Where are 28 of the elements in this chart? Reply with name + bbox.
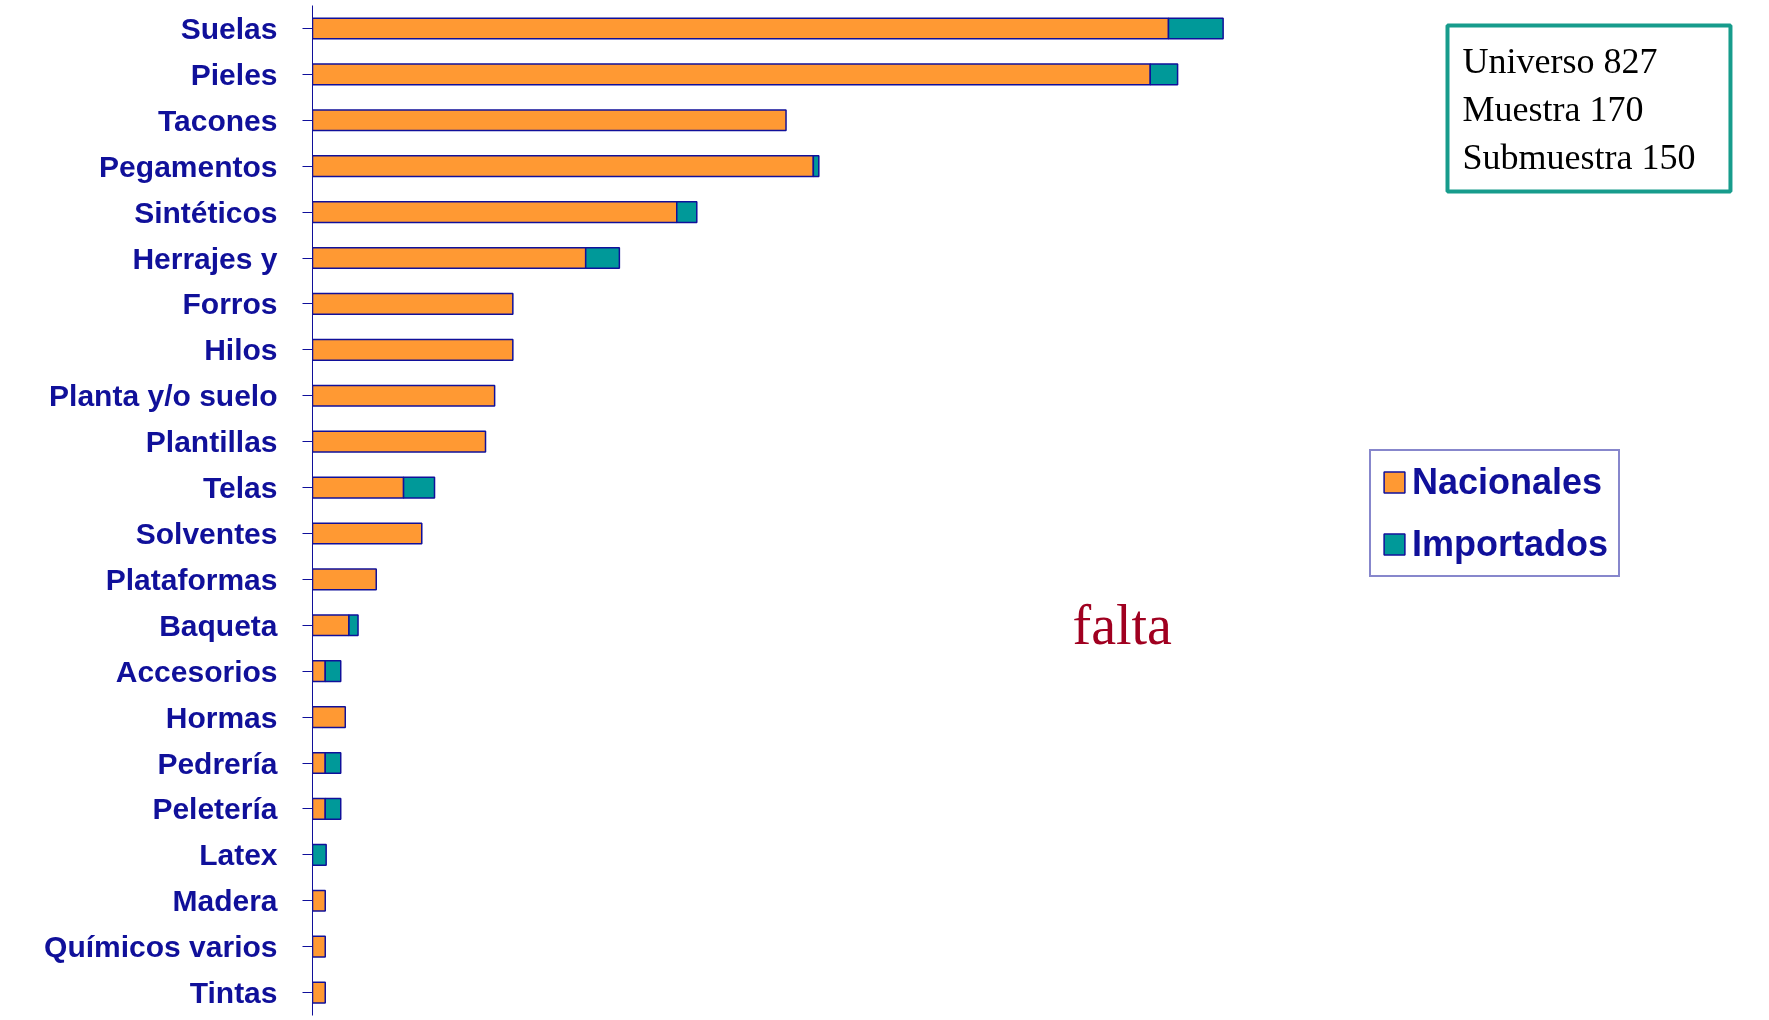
text: Universo 827	[1462, 40, 1658, 81]
legend-label: Importados	[1412, 523, 1609, 565]
y-tick-label: Latex	[199, 838, 278, 872]
y-tick-label: Hilos	[204, 333, 278, 367]
y-tick-label: Plantillas	[145, 425, 278, 459]
annotation: falta	[1072, 593, 1173, 656]
y-tick-label: Pieles	[190, 57, 278, 91]
y-tick-label: Telas	[203, 471, 278, 505]
y-tick-label: Hormas	[165, 700, 278, 734]
y-tick-label: Pegamentos	[99, 149, 278, 183]
text: Muestra 170	[1462, 88, 1644, 129]
y-tick-label: Forros	[182, 287, 278, 321]
legend-label: Nacionales	[1412, 461, 1603, 503]
y-tick-label: Baqueta	[159, 608, 278, 642]
y-tick-label: Suelas	[180, 11, 278, 45]
y-tick-label: Pedrería	[157, 746, 278, 780]
y-tick-label: Tintas	[189, 976, 278, 1010]
y-tick-label: Accesorios	[115, 654, 278, 688]
y-tick-label: Tacones	[158, 103, 278, 137]
y-tick-label: Plataformas	[105, 562, 278, 596]
y-tick-label: Sintéticos	[134, 195, 278, 229]
y-tick-label: Planta y/o suelo	[49, 379, 278, 413]
y-tick-label: Solventes	[135, 516, 278, 550]
y-tick-label: Madera	[172, 884, 278, 918]
text: Submuestra 150	[1462, 136, 1696, 177]
y-tick-label: Químicos varios	[44, 930, 278, 964]
y-tick-label: Herrajes y	[132, 241, 278, 275]
y-tick-label: Peletería	[152, 792, 278, 826]
